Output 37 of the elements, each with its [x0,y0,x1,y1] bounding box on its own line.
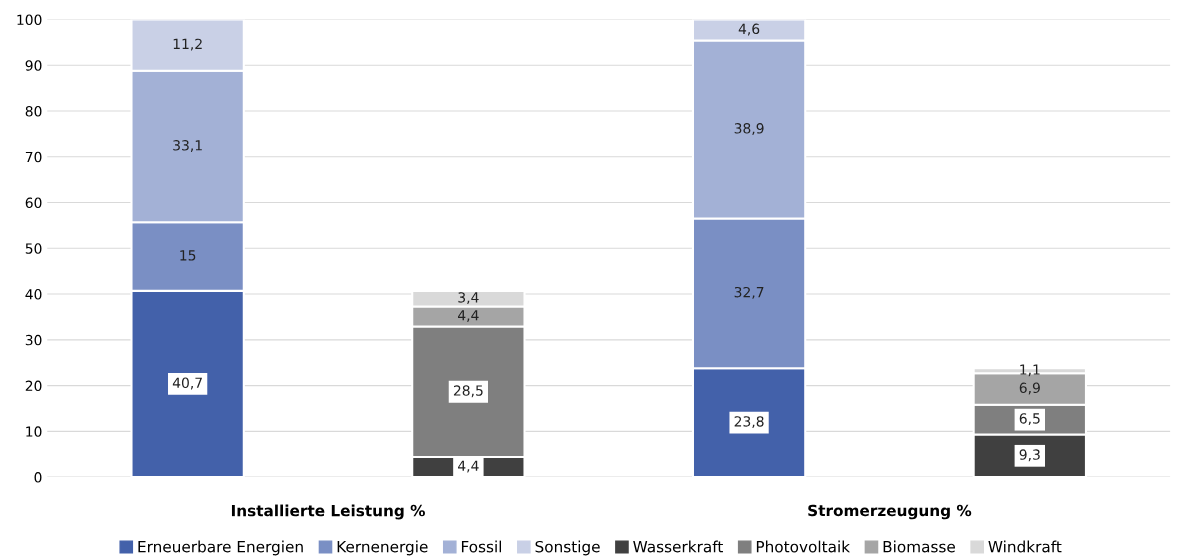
data-label: 38,9 [734,123,764,136]
y-tick-label: 10 [26,426,42,437]
legend-label: Wasserkraft [633,540,723,553]
legend-label: Sonstige [535,540,600,556]
text: Stromerzeugung % [808,504,972,520]
data-label: 4,6 [738,23,760,36]
legend-label: Windkraft [988,540,1062,553]
data-label: 4,4 [458,310,479,322]
y-tick-label: 50 [25,243,42,254]
y-tick-label: 100 [17,14,42,25]
data-label: 32,7 [734,286,764,299]
data-label: 11,2 [173,38,202,51]
y-tick-label: 70 [25,151,42,163]
data-label: 23,8 [734,416,764,429]
data-label: 6,9 [1019,382,1040,395]
legend-label: Fossil [461,540,502,553]
y-tick-label: 30 [25,334,42,346]
legend-label: Kernenergie [337,540,428,556]
y-tick-label: 60 [25,197,42,209]
data-label: 33,1 [173,140,202,152]
data-label: 28,5 [453,385,483,398]
legend-label: Erneuerbare Energien [138,540,303,556]
y-tick-label: 0 [34,472,42,483]
data-label: 15 [180,250,196,261]
text: Installierte Leistung % [231,504,425,520]
y-tick-label: 90 [25,60,42,71]
y-tick-label: 80 [25,106,42,117]
y-tick-label: 20 [25,380,42,392]
data-label: 40,7 [172,377,202,390]
y-tick-label: 40 [25,289,42,300]
data-label: 4,4 [458,460,479,473]
data-label: 6,5 [1019,413,1040,426]
data-label: 1,1 [1020,364,1040,377]
data-label: 3,4 [458,292,479,305]
legend-label: Biomasse [883,540,955,553]
legend-label: Photovoltaik [756,540,851,553]
data-label: 9,3 [1019,449,1040,462]
